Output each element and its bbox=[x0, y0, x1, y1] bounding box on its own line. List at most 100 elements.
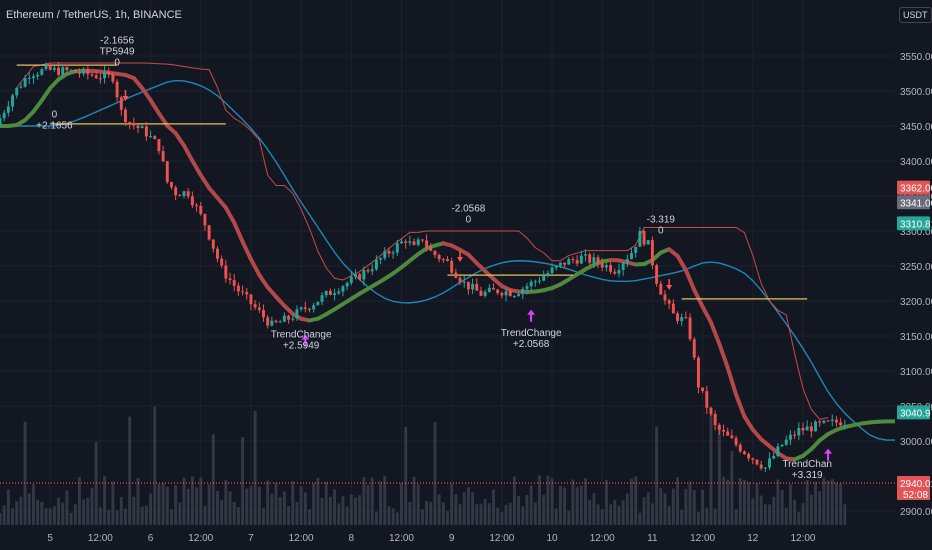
candle-body bbox=[839, 422, 843, 426]
trend-ma-segment bbox=[708, 320, 722, 346]
volume-bar bbox=[354, 497, 357, 525]
signal-annotation-text: TP5949 bbox=[100, 46, 135, 57]
candle-body bbox=[554, 265, 558, 268]
candle-body bbox=[671, 303, 675, 314]
buy-arrow-icon bbox=[824, 448, 833, 454]
volume-bar bbox=[709, 413, 713, 525]
candle-body bbox=[638, 230, 642, 247]
price-badge-label: 3040.97 bbox=[900, 408, 932, 419]
price-badge-label: 3341.00 bbox=[900, 198, 932, 209]
candle-body bbox=[387, 250, 391, 254]
volume-bar bbox=[236, 507, 240, 525]
candle-body bbox=[487, 287, 491, 292]
candle-body bbox=[165, 161, 169, 183]
candle-body bbox=[103, 71, 107, 79]
volume-bar bbox=[788, 484, 792, 525]
candle-body bbox=[471, 283, 475, 290]
candle-body bbox=[299, 307, 303, 310]
candle-body bbox=[345, 282, 349, 287]
volume-bar bbox=[692, 490, 696, 525]
volume-bar bbox=[170, 509, 173, 525]
volume-bar bbox=[529, 485, 533, 525]
candle-body bbox=[6, 106, 10, 113]
volume-bar bbox=[487, 503, 491, 525]
volume-bar bbox=[609, 504, 613, 525]
volume-bar bbox=[492, 489, 495, 525]
candle-body bbox=[588, 254, 592, 263]
candle-body bbox=[295, 309, 299, 319]
volume-bar bbox=[228, 491, 232, 525]
candle-body bbox=[818, 421, 822, 423]
volume-bar bbox=[11, 508, 15, 525]
trend-ma-segment bbox=[39, 86, 53, 103]
volume-bar bbox=[245, 488, 249, 525]
candle-body bbox=[768, 458, 771, 468]
price-badge-label: 2940.01 bbox=[900, 479, 932, 490]
candle-body bbox=[73, 69, 77, 73]
volume-bar bbox=[253, 410, 257, 525]
volume-bar bbox=[680, 509, 684, 525]
price-badge bbox=[897, 405, 930, 420]
candle-body bbox=[182, 191, 186, 197]
currency-button[interactable]: USDT bbox=[899, 7, 932, 23]
volume-bar bbox=[604, 479, 608, 525]
signal-markers: -2.1656TP594900+2.1656TrendChange+2.5949… bbox=[36, 35, 833, 481]
volume-bar bbox=[500, 511, 504, 525]
volume-bar bbox=[128, 416, 132, 525]
volume-bar bbox=[140, 506, 144, 525]
volume-bar bbox=[149, 493, 153, 525]
price-badge-label: 3362.00 bbox=[900, 184, 932, 195]
volume-bar bbox=[784, 507, 788, 525]
volume-bar bbox=[655, 426, 659, 525]
candle-body bbox=[320, 295, 324, 302]
candle-body bbox=[358, 274, 362, 280]
volume-bar bbox=[588, 499, 592, 525]
candle-body bbox=[429, 246, 433, 251]
candle-body bbox=[763, 467, 767, 469]
trend-ma-segment bbox=[173, 131, 187, 148]
trend-ma-segment bbox=[232, 220, 245, 244]
volume-bar bbox=[44, 508, 48, 525]
time-tick-label: 9 bbox=[449, 533, 455, 544]
volume-bar bbox=[688, 481, 692, 525]
time-axis[interactable]: 5 12:00 6 12:00 7 12:00 8 12:00 9 12:00 10 12:00 11 1… bbox=[0, 525, 932, 550]
volume-bar bbox=[31, 483, 35, 525]
volume-bar bbox=[90, 488, 94, 525]
volume-bar bbox=[797, 512, 801, 525]
time-tick-label: 12:00 bbox=[88, 533, 113, 544]
volume-bar bbox=[374, 511, 378, 525]
price-tick-label: 3550.00 bbox=[900, 52, 932, 63]
signal-annotation-text: 0 bbox=[52, 110, 58, 121]
candle-body bbox=[170, 182, 173, 188]
signal-annotation-text: -3.319 bbox=[647, 215, 676, 226]
candle-body bbox=[575, 260, 579, 264]
candle-body bbox=[684, 317, 688, 319]
candle-body bbox=[512, 296, 516, 298]
price-axis[interactable]: 2900.003000.003050.003100.003150.003200.… bbox=[895, 0, 932, 550]
volume-bar bbox=[157, 483, 161, 525]
candle-body bbox=[738, 444, 742, 452]
volume-bar bbox=[324, 481, 328, 525]
price-tick-label: 3500.00 bbox=[900, 87, 932, 98]
candle-body bbox=[404, 241, 408, 243]
candle-body bbox=[450, 260, 454, 273]
volume-bar bbox=[738, 477, 742, 525]
trend-ma-segment bbox=[257, 272, 270, 290]
candle-body bbox=[517, 294, 521, 297]
volume-bar bbox=[23, 421, 27, 525]
volume-bar bbox=[211, 434, 215, 525]
volume-bars bbox=[0, 406, 847, 525]
candle-body bbox=[567, 259, 571, 265]
volume-bar bbox=[538, 475, 541, 525]
candle-body bbox=[826, 420, 830, 422]
candle-body bbox=[270, 320, 274, 326]
volume-bar bbox=[27, 493, 31, 525]
volume-bar bbox=[830, 479, 834, 525]
candle-body bbox=[709, 407, 713, 414]
symbol-title: Ethereum / TetherUS, 1h, BINANCE bbox=[6, 9, 182, 21]
volume-bar bbox=[15, 501, 19, 525]
volume-bar bbox=[6, 489, 10, 525]
time-tick-label: 12:00 bbox=[590, 533, 615, 544]
time-tick-label: 6 bbox=[148, 533, 154, 544]
